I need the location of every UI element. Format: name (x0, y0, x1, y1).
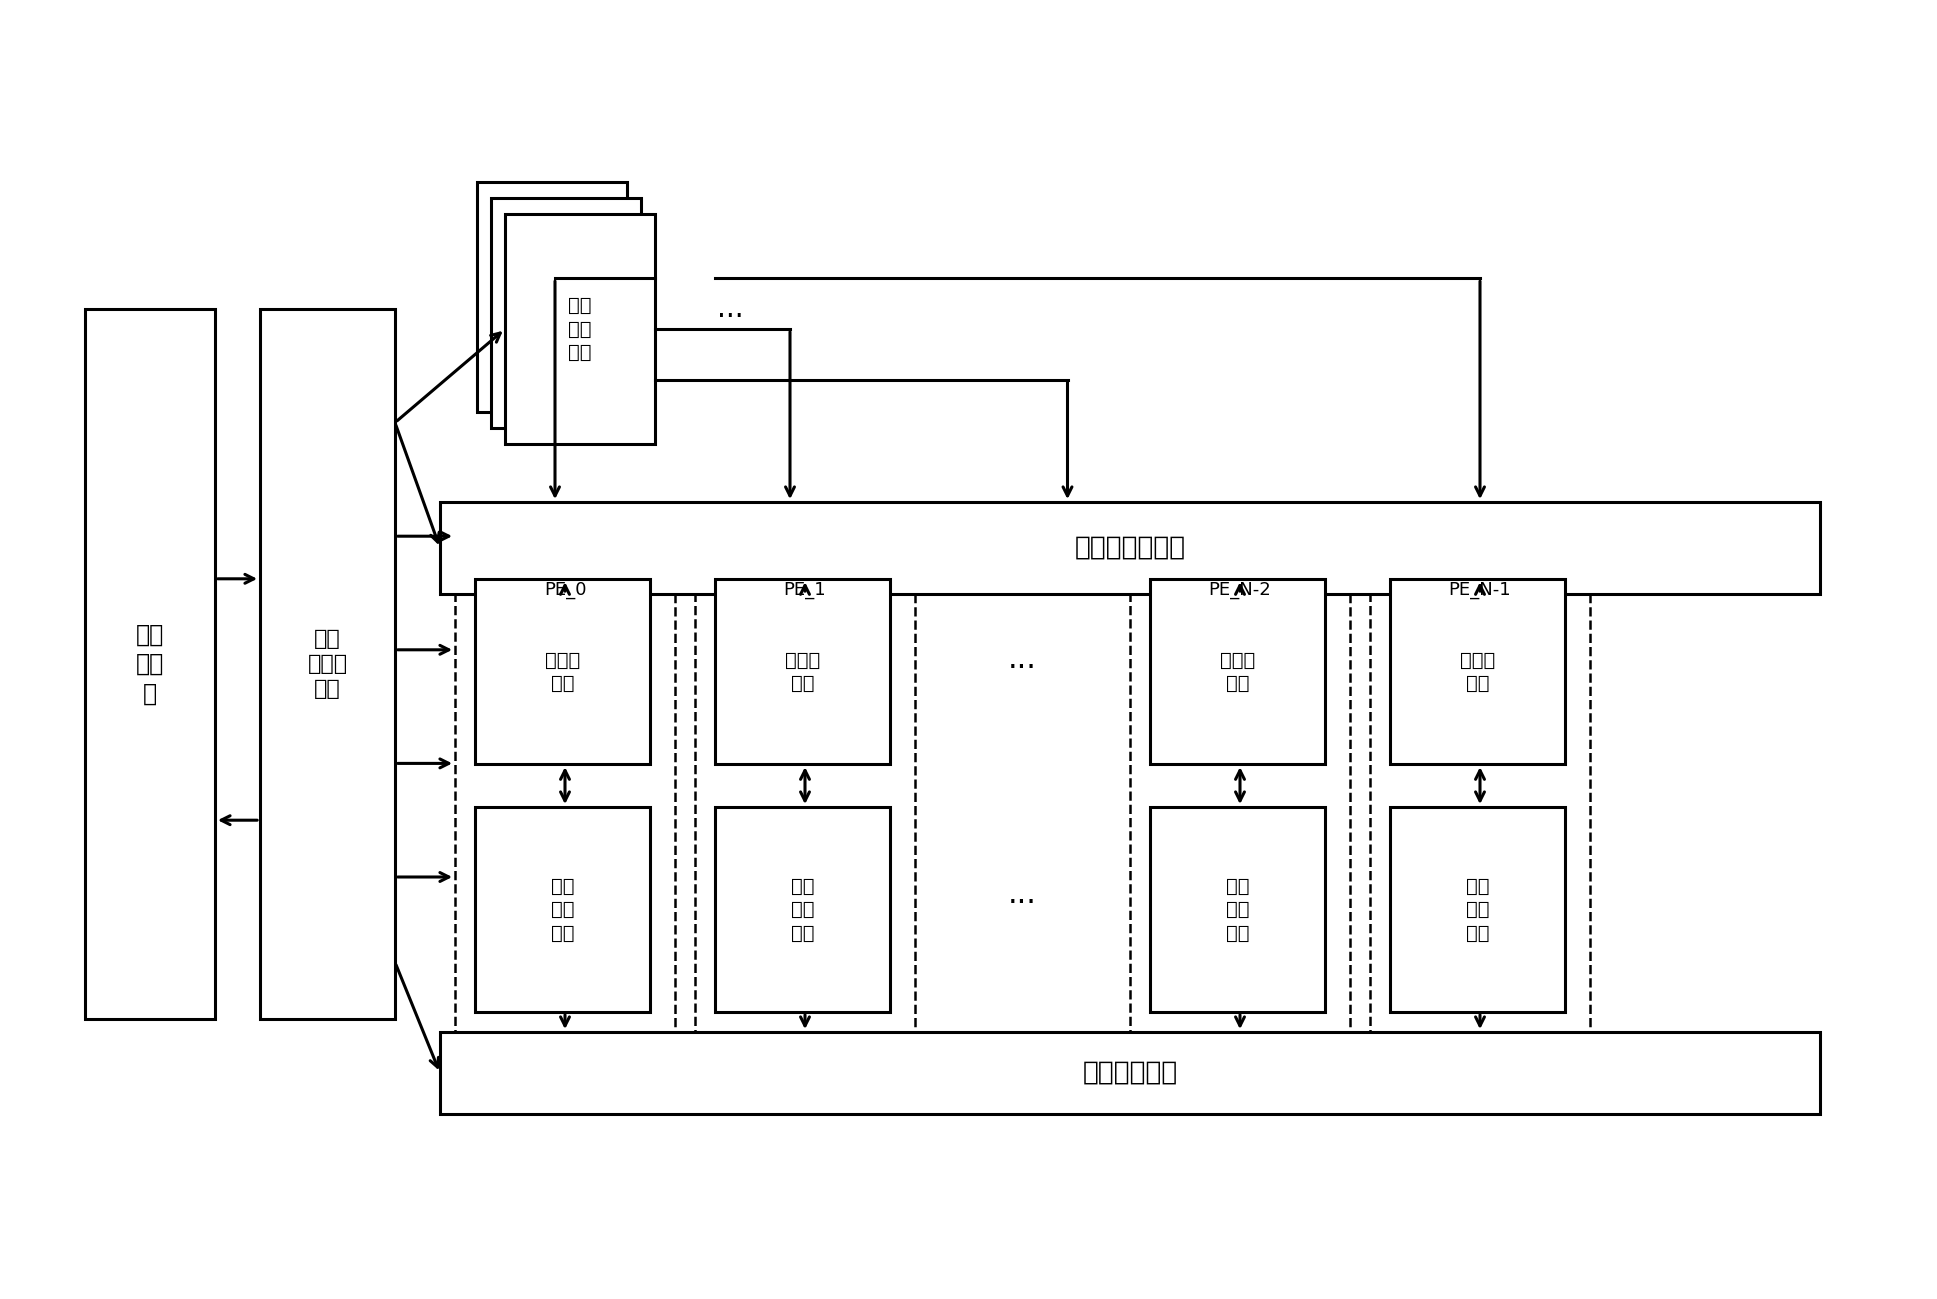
Bar (1151, 579, 1325, 764)
Text: 取指
及译码
单元: 取指 及译码 单元 (308, 629, 347, 699)
Text: 向量寄
存器: 向量寄 存器 (1220, 651, 1255, 692)
Text: PE_N-1: PE_N-1 (1449, 581, 1511, 599)
Bar (475, 807, 651, 1012)
Text: 向量
运算
单元: 向量 运算 单元 (1466, 877, 1490, 943)
Bar (440, 1031, 1821, 1115)
Bar (85, 309, 215, 1018)
Bar (477, 182, 628, 412)
Bar (455, 522, 674, 1031)
Text: 向量寄
存器: 向量寄 存器 (784, 651, 819, 692)
Text: 向量
运算
单元: 向量 运算 单元 (790, 877, 814, 943)
Text: 向量数据存储器: 向量数据存储器 (1075, 535, 1185, 561)
Bar (260, 309, 395, 1018)
Text: ...: ... (717, 295, 744, 323)
Bar (695, 522, 914, 1031)
Bar (475, 579, 651, 764)
Text: 向量寄
存器: 向量寄 存器 (544, 651, 579, 692)
Bar (715, 579, 889, 764)
Text: PE_0: PE_0 (544, 581, 587, 599)
Bar (1369, 522, 1590, 1031)
Text: 向量寄
存器: 向量寄 存器 (1460, 651, 1495, 692)
Text: 数据混洗单元: 数据混洗单元 (1083, 1060, 1178, 1086)
Text: PE_1: PE_1 (784, 581, 827, 599)
Bar (440, 501, 1821, 594)
Bar (1129, 522, 1350, 1031)
Bar (1151, 807, 1325, 1012)
Bar (490, 197, 641, 427)
Text: 向量
运算
单元: 向量 运算 单元 (550, 877, 573, 943)
Text: 向量
运算
单元: 向量 运算 单元 (1226, 877, 1249, 943)
Text: ...: ... (1007, 879, 1036, 909)
Bar (506, 214, 655, 444)
Bar (1391, 579, 1565, 764)
Text: 地址
产生
单元: 地址 产生 单元 (568, 296, 591, 362)
Text: ...: ... (1007, 646, 1036, 674)
Text: PE_N-2: PE_N-2 (1209, 581, 1271, 599)
Bar (1391, 807, 1565, 1012)
Bar (715, 807, 889, 1012)
Text: 程序
存储
器: 程序 存储 器 (136, 622, 165, 705)
